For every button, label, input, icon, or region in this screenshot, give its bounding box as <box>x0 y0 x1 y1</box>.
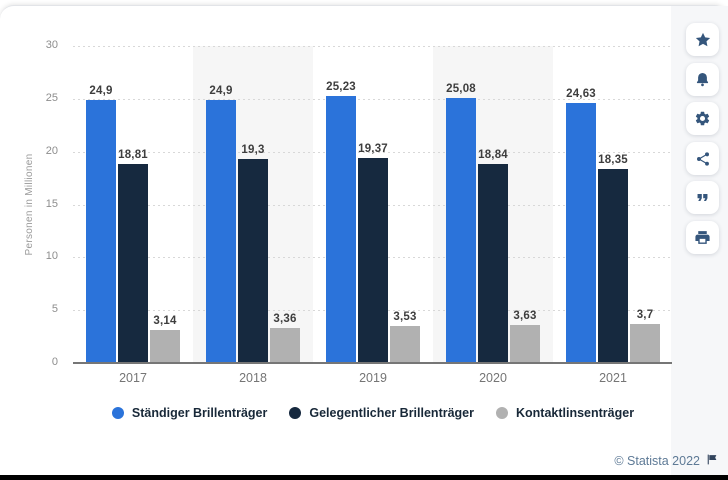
bar-value-label: 24,9 <box>209 84 233 97</box>
legend-label: Kontaktlinsenträger <box>516 406 635 420</box>
bar-2020-series1[interactable] <box>446 98 476 363</box>
bar-2021-series1[interactable] <box>566 102 596 363</box>
bar-value-label: 19,3 <box>241 144 265 157</box>
y-tick-label: 20 <box>45 144 58 157</box>
settings-button[interactable] <box>686 102 719 135</box>
favorite-button[interactable] <box>686 23 719 56</box>
share-icon <box>695 151 711 167</box>
gear-icon <box>694 110 711 127</box>
bar-2018-series2[interactable] <box>238 159 268 363</box>
bar-value-label: 25,23 <box>326 81 356 94</box>
print-button[interactable] <box>686 221 719 254</box>
bar-value-label: 3,36 <box>273 312 297 325</box>
alerts-button[interactable] <box>686 63 719 96</box>
bell-icon <box>694 71 711 88</box>
frame-bottom-edge <box>0 475 728 480</box>
bar-value-label: 18,81 <box>118 149 148 162</box>
bar-value-label: 18,35 <box>598 154 628 167</box>
bar-value-label: 3,14 <box>153 314 177 327</box>
x-tick-label: 2021 <box>599 371 627 385</box>
bar-2018-series1[interactable] <box>206 99 236 363</box>
bar-value-label: 3,7 <box>636 308 654 321</box>
bar-2017-series3[interactable] <box>150 329 180 363</box>
y-tick-label: 0 <box>51 356 58 368</box>
chart-legend: Ständiger Brillenträger Gelegentlicher Br… <box>73 403 673 423</box>
x-tick-label: 2017 <box>119 371 147 385</box>
legend-swatch-icon <box>496 407 508 419</box>
legend-label: Ständiger Brillenträger <box>131 406 268 420</box>
legend-item[interactable]: Gelegentlicher Brillenträger <box>289 406 474 420</box>
x-tick-label: 2020 <box>479 371 507 385</box>
bar-value-label: 3,53 <box>393 310 417 323</box>
y-tick-label: 25 <box>45 91 58 104</box>
legend-item[interactable]: Ständiger Brillenträger <box>111 406 268 420</box>
bar-2019-series2[interactable] <box>358 158 388 363</box>
bar-2021-series3[interactable] <box>630 323 660 363</box>
x-axis-baseline <box>73 362 672 364</box>
bar-2017-series2[interactable] <box>118 164 148 363</box>
bar-value-label: 18,84 <box>478 148 508 161</box>
statista-copyright-link[interactable]: © Statista 2022 <box>614 453 718 469</box>
legend-label: Gelegentlicher Brillenträger <box>309 406 474 420</box>
cite-button[interactable] <box>686 181 719 214</box>
x-tick-label: 2018 <box>239 371 267 385</box>
legend-swatch-icon <box>111 407 124 419</box>
legend-swatch-icon <box>289 407 302 419</box>
bar-value-label: 19,37 <box>358 143 388 156</box>
y-tick-label: 15 <box>45 197 58 210</box>
star-icon <box>694 31 712 49</box>
print-icon <box>694 229 711 246</box>
copyright-text: © Statista 2022 <box>614 454 700 468</box>
bar-value-label: 24,9 <box>89 84 113 97</box>
share-button[interactable] <box>686 142 719 175</box>
gridline <box>73 151 673 153</box>
quote-icon <box>694 189 711 206</box>
bar-value-label: 25,08 <box>446 83 476 95</box>
y-tick-label: 10 <box>45 250 58 263</box>
bar-2021-series2[interactable] <box>598 169 628 363</box>
bar-2020-series3[interactable] <box>510 324 540 363</box>
x-tick-label: 2019 <box>359 371 387 385</box>
bar-2020-series2[interactable] <box>478 163 508 363</box>
bar-2017-series1[interactable] <box>86 99 116 363</box>
bar-2018-series3[interactable] <box>270 327 300 363</box>
bar-value-label: 24,63 <box>566 87 596 100</box>
bar-2019-series3[interactable] <box>390 325 420 363</box>
bar-value-label: 3,63 <box>513 309 537 322</box>
flag-icon <box>705 453 718 469</box>
gridline <box>73 46 673 47</box>
plot-area: 24,9 18,81 3,14 24,9 19,3 3,36 25,23 19,37 3,53 2… <box>73 46 673 363</box>
y-tick-label: 30 <box>45 39 58 51</box>
legend-item[interactable]: Kontaktlinsenträger <box>496 406 634 420</box>
y-tick-label: 5 <box>51 303 58 316</box>
gridline <box>73 98 673 100</box>
bar-2019-series1[interactable] <box>326 96 356 363</box>
